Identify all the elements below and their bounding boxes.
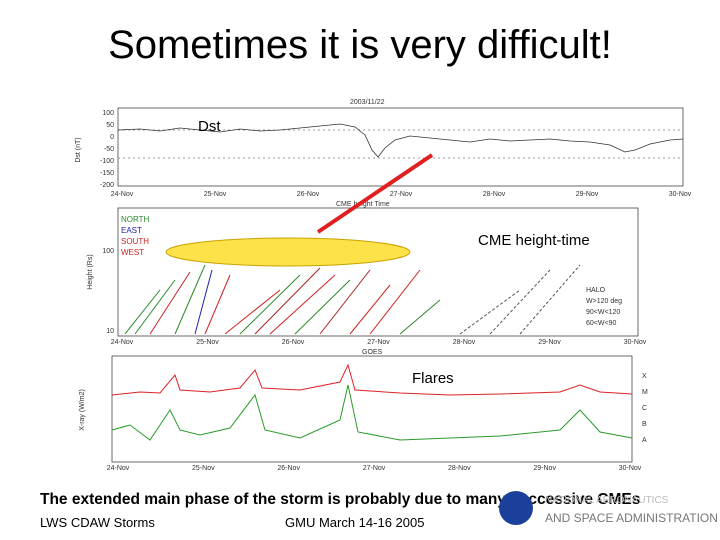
panel-label: Dst [198, 118, 221, 135]
panel-label: Flares [412, 370, 454, 387]
flare-class: X [642, 373, 647, 380]
x-tick-label: 28-Nov [483, 191, 506, 198]
flare-class: C [642, 405, 647, 412]
y-tick-label: 0 [110, 134, 114, 141]
y-axis-label: Dst (nT) [75, 137, 82, 162]
y-tick-label: -150 [100, 170, 114, 177]
x-tick-label: 28-Nov [453, 339, 476, 346]
panel-frame [111, 355, 633, 463]
pointer-arrow [316, 153, 434, 234]
caption: The extended main phase of the storm is … [40, 491, 640, 508]
xray-short [111, 384, 633, 441]
panel-label: CME height-time [478, 232, 590, 249]
legend-entry: 90<W<120 [586, 309, 620, 316]
x-tick-label: 30-Nov [624, 339, 647, 346]
y-tick-label: 100 [102, 248, 114, 255]
flare-class: M [642, 389, 648, 396]
panel-header: CME height Time [336, 201, 390, 208]
x-tick-label: 30-Nov [669, 191, 692, 198]
x-tick-label: 24-Nov [111, 191, 134, 198]
logo-emblem [499, 491, 533, 525]
x-tick-label: 29-Nov [533, 465, 556, 472]
x-tick-label: 26-Nov [282, 339, 305, 346]
x-tick-label: 27-Nov [363, 465, 386, 472]
flare-class: A [642, 437, 647, 444]
legend-entry: NORTH [121, 215, 150, 224]
flare-class: B [642, 421, 647, 428]
panel-header: GOES [362, 349, 383, 356]
y-tick-label: 10 [106, 328, 114, 335]
highlight-ellipse [165, 237, 411, 267]
x-tick-label: 29-Nov [576, 191, 599, 198]
legend-entry: HALO [586, 287, 606, 294]
logo-line1: NATIONAL AERONAUTICS [545, 495, 669, 506]
x-tick-label: 25-Nov [196, 339, 219, 346]
legend-entry: SOUTH [121, 237, 149, 246]
slide-title: Sometimes it is very difficult! [108, 23, 612, 67]
x-tick-label: 25-Nov [192, 465, 215, 472]
legend-entry: W>120 deg [586, 298, 622, 305]
y-axis-label: X-ray (W/m2) [79, 389, 86, 431]
legend-entry: EAST [121, 226, 142, 235]
panel-frame [117, 207, 639, 337]
x-tick-label: 24-Nov [107, 465, 130, 472]
x-tick-label: 30-Nov [619, 465, 642, 472]
footer-left: LWS CDAW Storms [40, 515, 155, 530]
y-axis-label: Height (Rs) [87, 254, 94, 289]
cme-tracks [124, 264, 581, 335]
logo-line2: AND SPACE ADMINISTRATION [545, 511, 718, 525]
dst-curve [117, 123, 684, 158]
x-tick-label: 26-Nov [297, 191, 320, 198]
x-tick-label: 25-Nov [204, 191, 227, 198]
y-tick-label: -200 [100, 182, 114, 189]
x-tick-label: 26-Nov [277, 465, 300, 472]
y-tick-label: -50 [104, 146, 114, 153]
xray-long [111, 363, 633, 396]
panel-frame [117, 107, 684, 187]
legend-entry: 60<W<90 [586, 320, 616, 327]
legend-entry: WEST [121, 248, 144, 257]
panel-header: 2003/11/22 [350, 99, 385, 106]
dst-panel: 2003/11/22 Dst Dst (nT) [75, 99, 684, 187]
y-tick-label: 100 [102, 110, 114, 117]
x-tick-label: 28-Nov [448, 465, 471, 472]
x-tick-label: 27-Nov [390, 191, 413, 198]
x-tick-label: 29-Nov [538, 339, 561, 346]
x-tick-label: 24-Nov [111, 339, 134, 346]
footer-center: GMU March 14-16 2005 [285, 515, 424, 530]
y-tick-label: 50 [106, 122, 114, 129]
y-tick-label: -100 [100, 158, 114, 165]
cme-panel: CME height Time CME height-time Height (… [87, 201, 639, 337]
x-tick-label: 27-Nov [367, 339, 390, 346]
flare-panel: GOES X-ray (W/m2) Flares [79, 349, 633, 463]
